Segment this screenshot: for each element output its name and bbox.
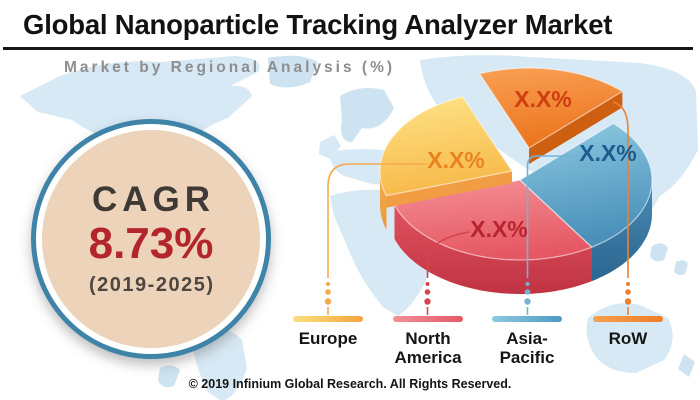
slice-top-row [478, 67, 623, 149]
legend-label-north-america: North America [394, 328, 462, 367]
legend-item-row: RoW [593, 316, 663, 348]
slice-wall-asia-pacific [591, 180, 652, 282]
cagr-period: (2019-2025) [89, 274, 215, 297]
leader-dot-row [624, 298, 632, 305]
leader-line-europe [327, 163, 427, 278]
leader-dot-row [625, 289, 631, 295]
leader-dot-north-america [424, 298, 431, 305]
slice-cutface-europe [386, 171, 512, 208]
slice-top-europe [379, 96, 513, 197]
cagr-badge-inner: CAGR 8.73% (2019-2025) [42, 130, 260, 348]
title-underline [3, 47, 693, 50]
leader-line-asia-pacific [526, 155, 584, 278]
slice-cutface-row [529, 91, 623, 164]
leader-dot-north-america [425, 282, 430, 286]
footer-copyright: © 2019 Infinium Global Research. All Rig… [188, 377, 512, 391]
leader-dot-asia-pacific [524, 289, 531, 295]
leader-dot-asia-pacific [525, 282, 530, 286]
leader-dot-north-america [424, 289, 431, 295]
pie-label-europe: X.X% [427, 147, 485, 173]
legend-label-europe: Europe [298, 328, 358, 348]
legend-item-asia-pacific: Asia-Pacific [492, 316, 562, 367]
cagr-badge: CAGR 8.73% (2019-2025) [31, 119, 271, 359]
pie-label-north-america: X.X% [470, 216, 528, 242]
leader-dot-europe [325, 289, 331, 295]
legend-swatch-row [593, 316, 663, 322]
pie-label-row: X.X% [514, 86, 572, 112]
pie-label-asia-pacific: X.X% [579, 140, 637, 166]
legend-swatch-asia-pacific [492, 316, 562, 322]
slice-wall-north-america [394, 204, 592, 294]
slice-wall-europe [380, 172, 387, 230]
legend-swatch-north-america [393, 316, 463, 322]
cagr-value: 8.73% [88, 219, 214, 269]
leader-dot-europe [326, 282, 330, 286]
legend-label-row: RoW [608, 328, 648, 348]
leader-dot-row [626, 282, 630, 286]
page-title: Global Nanoparticle Tracking Analyzer Ma… [23, 9, 613, 40]
leader-line-row [612, 101, 629, 278]
legend-label-asia-pacific: Asia-Pacific [499, 328, 555, 367]
legend-item-europe: Europe [293, 316, 363, 348]
leader-dot-asia-pacific [524, 298, 531, 305]
slice-top-asia-pacific [519, 122, 653, 248]
legend-swatch-europe [293, 316, 363, 322]
legend-item-north-america: North America [393, 316, 463, 367]
chart-subtitle: Market by Regional Analysis (%) [64, 59, 396, 76]
leader-dot-europe [324, 298, 332, 305]
cagr-label: CAGR [91, 179, 216, 219]
leader-line-north-america [426, 231, 470, 278]
